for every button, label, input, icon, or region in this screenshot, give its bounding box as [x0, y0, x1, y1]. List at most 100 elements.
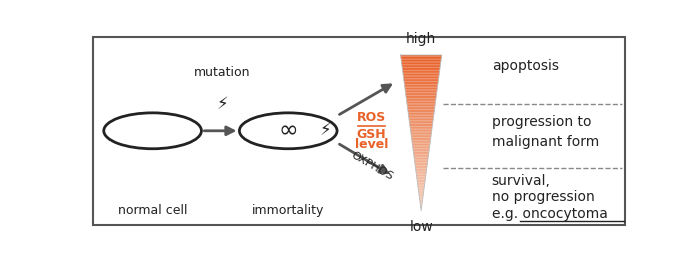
Polygon shape	[402, 72, 440, 74]
Polygon shape	[402, 70, 440, 72]
Polygon shape	[405, 89, 438, 91]
Polygon shape	[419, 189, 424, 190]
Text: ⚡: ⚡	[216, 95, 228, 113]
Polygon shape	[405, 86, 438, 88]
Polygon shape	[403, 77, 439, 78]
Polygon shape	[404, 82, 438, 83]
Polygon shape	[420, 200, 423, 201]
Polygon shape	[419, 195, 424, 197]
Polygon shape	[410, 128, 432, 130]
Text: low: low	[410, 220, 433, 234]
Polygon shape	[401, 60, 441, 61]
Polygon shape	[404, 78, 439, 80]
Polygon shape	[407, 102, 435, 103]
Polygon shape	[411, 133, 431, 134]
Text: mutation: mutation	[194, 67, 251, 80]
Polygon shape	[412, 139, 430, 141]
Polygon shape	[406, 97, 436, 99]
Polygon shape	[416, 172, 426, 173]
Polygon shape	[410, 125, 433, 127]
Polygon shape	[407, 106, 435, 108]
Text: ⚡: ⚡	[319, 121, 331, 139]
Polygon shape	[419, 198, 423, 200]
Polygon shape	[400, 56, 442, 58]
Polygon shape	[408, 114, 434, 116]
Polygon shape	[410, 127, 433, 128]
Polygon shape	[404, 83, 438, 85]
Polygon shape	[416, 175, 426, 176]
Polygon shape	[403, 75, 439, 77]
FancyBboxPatch shape	[93, 37, 624, 225]
Polygon shape	[405, 92, 437, 94]
Polygon shape	[402, 63, 441, 64]
Polygon shape	[402, 67, 440, 69]
Polygon shape	[420, 203, 422, 204]
Polygon shape	[404, 80, 438, 82]
Polygon shape	[410, 130, 432, 131]
Text: normal cell: normal cell	[118, 204, 188, 217]
Polygon shape	[401, 61, 441, 63]
Polygon shape	[419, 193, 423, 195]
Text: high: high	[406, 32, 436, 46]
Polygon shape	[415, 164, 427, 166]
Polygon shape	[420, 204, 422, 206]
Polygon shape	[416, 169, 427, 170]
Text: level: level	[354, 138, 388, 151]
Polygon shape	[406, 99, 436, 100]
Text: progression to: progression to	[491, 115, 592, 129]
Text: immortality: immortality	[252, 204, 324, 217]
Polygon shape	[410, 124, 433, 125]
Polygon shape	[414, 158, 428, 159]
Polygon shape	[416, 176, 426, 178]
Polygon shape	[412, 144, 430, 145]
Polygon shape	[414, 162, 428, 164]
Polygon shape	[410, 122, 433, 124]
Polygon shape	[405, 85, 438, 86]
Polygon shape	[415, 167, 427, 169]
Polygon shape	[416, 170, 426, 172]
Polygon shape	[421, 206, 422, 207]
Polygon shape	[412, 142, 430, 144]
Polygon shape	[419, 197, 423, 198]
Polygon shape	[407, 103, 435, 105]
Polygon shape	[406, 94, 437, 96]
Polygon shape	[408, 113, 434, 114]
Polygon shape	[414, 153, 429, 155]
Text: ROS: ROS	[356, 111, 386, 124]
Polygon shape	[420, 201, 422, 203]
Polygon shape	[400, 55, 442, 56]
Polygon shape	[408, 111, 434, 113]
Polygon shape	[401, 58, 441, 60]
Text: e.g. oncocytoma: e.g. oncocytoma	[491, 207, 608, 221]
Polygon shape	[407, 110, 435, 111]
Polygon shape	[409, 119, 433, 120]
Polygon shape	[406, 96, 436, 97]
Text: malignant form: malignant form	[491, 135, 599, 149]
Text: ∞: ∞	[279, 119, 298, 143]
Polygon shape	[402, 69, 440, 70]
Polygon shape	[411, 131, 432, 133]
Polygon shape	[412, 138, 430, 139]
Text: apoptosis: apoptosis	[491, 59, 559, 73]
Polygon shape	[414, 156, 428, 158]
Polygon shape	[402, 66, 440, 67]
Text: GSH: GSH	[356, 128, 386, 141]
Text: survival,: survival,	[491, 174, 550, 188]
Polygon shape	[405, 91, 437, 92]
Polygon shape	[416, 178, 426, 179]
Polygon shape	[405, 88, 438, 89]
Polygon shape	[407, 100, 436, 102]
Polygon shape	[410, 120, 433, 122]
Polygon shape	[407, 108, 435, 110]
Polygon shape	[415, 166, 427, 167]
Polygon shape	[403, 74, 440, 75]
Polygon shape	[417, 183, 425, 184]
Polygon shape	[418, 184, 425, 186]
Polygon shape	[419, 192, 423, 193]
Polygon shape	[409, 117, 433, 119]
Polygon shape	[411, 136, 431, 138]
Polygon shape	[413, 147, 430, 148]
Polygon shape	[418, 187, 424, 189]
Polygon shape	[411, 134, 431, 136]
Polygon shape	[414, 155, 428, 156]
